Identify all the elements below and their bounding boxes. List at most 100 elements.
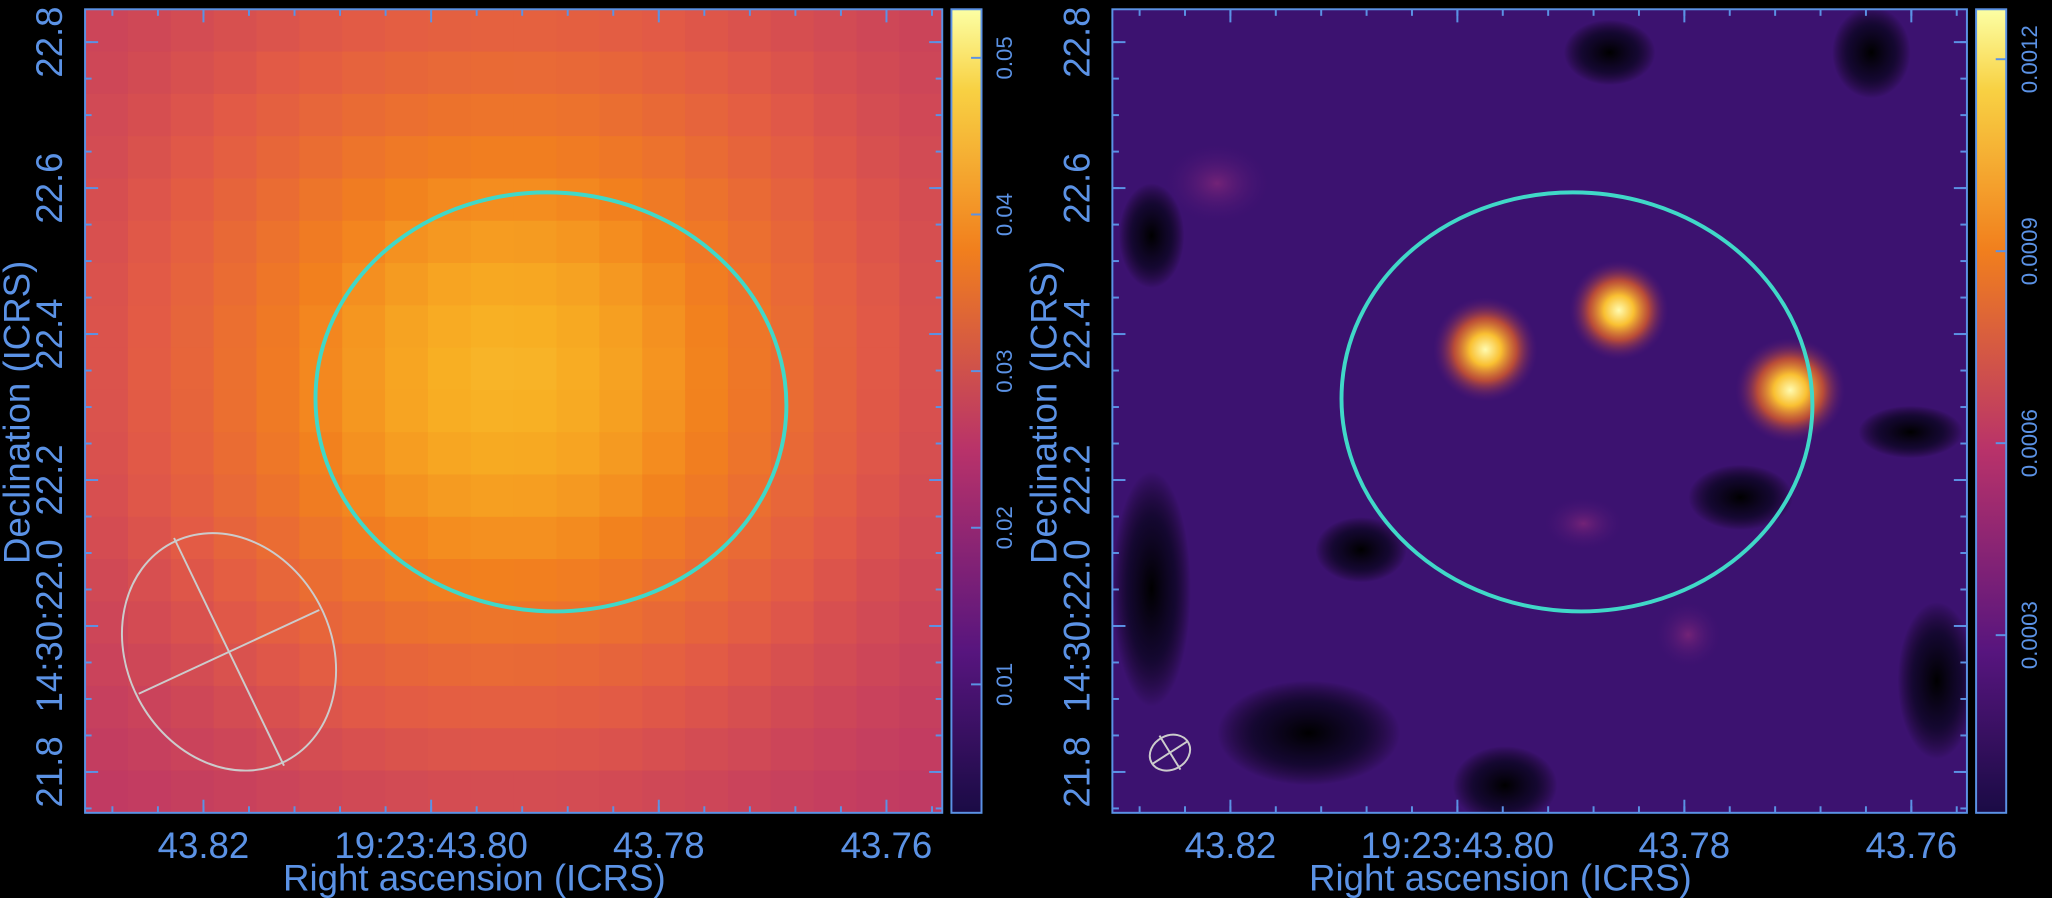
- pixel: [427, 305, 472, 349]
- x-tick-label: 43.76: [1865, 825, 1957, 866]
- pixel: [770, 601, 815, 645]
- pixel: [899, 770, 943, 814]
- pixel: [170, 474, 215, 518]
- colorbar: [1976, 9, 2007, 813]
- pixel: [727, 93, 772, 137]
- pixel: [470, 643, 515, 687]
- pixel: [385, 770, 429, 814]
- pixel: [385, 51, 429, 95]
- pixel: [470, 728, 515, 772]
- pixel: [85, 220, 129, 264]
- pixel: [813, 220, 858, 264]
- pixel: [170, 728, 215, 772]
- pixel: [256, 51, 301, 95]
- pixel: [856, 93, 901, 137]
- pixel: [556, 220, 601, 264]
- pixel: [556, 136, 601, 180]
- pixel: [470, 263, 515, 306]
- pixel: [727, 136, 772, 180]
- pixel: [213, 770, 258, 814]
- pixel: [85, 432, 129, 476]
- pixel: [342, 389, 386, 433]
- pixel: [342, 474, 386, 518]
- beam: [120, 532, 1192, 772]
- pixel: [385, 305, 429, 349]
- pixel: [770, 389, 815, 433]
- pixel: [856, 347, 901, 391]
- pixel: [213, 220, 258, 264]
- pixel: [642, 347, 686, 391]
- pixel: [556, 770, 601, 814]
- image-panel-2: [1112, 9, 1967, 813]
- y-tick-label: 22.4: [29, 298, 70, 369]
- y-tick-label: 22.4: [1056, 298, 1097, 369]
- x-tick-label: 19:23:43.80: [334, 825, 527, 866]
- pixel: [556, 9, 601, 53]
- pixel: [170, 643, 215, 687]
- pixel: [770, 643, 815, 687]
- pixel: [813, 136, 858, 180]
- pixel: [642, 770, 686, 814]
- pixel: [556, 685, 601, 729]
- pixel: [299, 770, 343, 814]
- pixel: [642, 136, 686, 180]
- pixel: [299, 51, 343, 95]
- pixel: [813, 770, 858, 814]
- pixel: [899, 601, 943, 645]
- pixel: [813, 474, 858, 518]
- pixel: [642, 643, 686, 687]
- pixel: [642, 9, 686, 53]
- pixel: [513, 770, 558, 814]
- pixel: [256, 389, 301, 433]
- pixel: [127, 136, 172, 180]
- pixel: [427, 9, 472, 53]
- pixel: [213, 516, 258, 560]
- pixel: [470, 51, 515, 95]
- pixel: [170, 347, 215, 391]
- pixel: [727, 178, 772, 222]
- pixel: [427, 93, 472, 137]
- pixel: [513, 9, 558, 53]
- pixel: [170, 432, 215, 476]
- pixel: [727, 559, 772, 603]
- pixel: [899, 9, 943, 53]
- pixel: [299, 728, 343, 772]
- pixel: [427, 178, 472, 222]
- pixel: [642, 93, 686, 137]
- pixel: [85, 9, 129, 53]
- pixel: [213, 728, 258, 772]
- pixel: [85, 347, 129, 391]
- pixel: [256, 770, 301, 814]
- pixel: [427, 263, 472, 306]
- pixel: [856, 136, 901, 180]
- pixel: [899, 220, 943, 264]
- pixel: [85, 474, 129, 518]
- pixel: [599, 263, 643, 306]
- pixel: [770, 516, 815, 560]
- pixel: [813, 51, 858, 95]
- pixel: [899, 389, 943, 433]
- pixel: [170, 9, 215, 53]
- pixel: [299, 685, 343, 729]
- pixel: [470, 559, 515, 603]
- pixel: [427, 51, 472, 95]
- pixel: [856, 9, 901, 53]
- pixel: [427, 601, 472, 645]
- pixel: [127, 347, 172, 391]
- pixel: [127, 305, 172, 349]
- pixel: [813, 685, 858, 729]
- pixel: [813, 601, 858, 645]
- pixel: [385, 601, 429, 645]
- pixel: [899, 347, 943, 391]
- colorbar-tick-label: 0.0003: [2017, 601, 2042, 669]
- pixel: [770, 770, 815, 814]
- pixel: [470, 685, 515, 729]
- pixel: [813, 516, 858, 560]
- pixel: [513, 389, 558, 433]
- pixel: [213, 263, 258, 306]
- pixel: [642, 389, 686, 433]
- y-tick-label: 14:30:22.0: [1056, 539, 1097, 712]
- pixel: [599, 685, 643, 729]
- pixel: [170, 136, 215, 180]
- pixel: [642, 516, 686, 560]
